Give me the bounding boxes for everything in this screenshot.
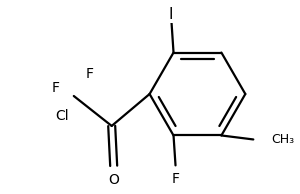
Text: CH₃: CH₃ (271, 133, 294, 146)
Text: F: F (52, 81, 60, 95)
Text: F: F (172, 172, 179, 186)
Text: F: F (86, 67, 94, 81)
Text: O: O (108, 173, 119, 187)
Text: Cl: Cl (55, 109, 69, 123)
Text: I: I (168, 7, 173, 22)
